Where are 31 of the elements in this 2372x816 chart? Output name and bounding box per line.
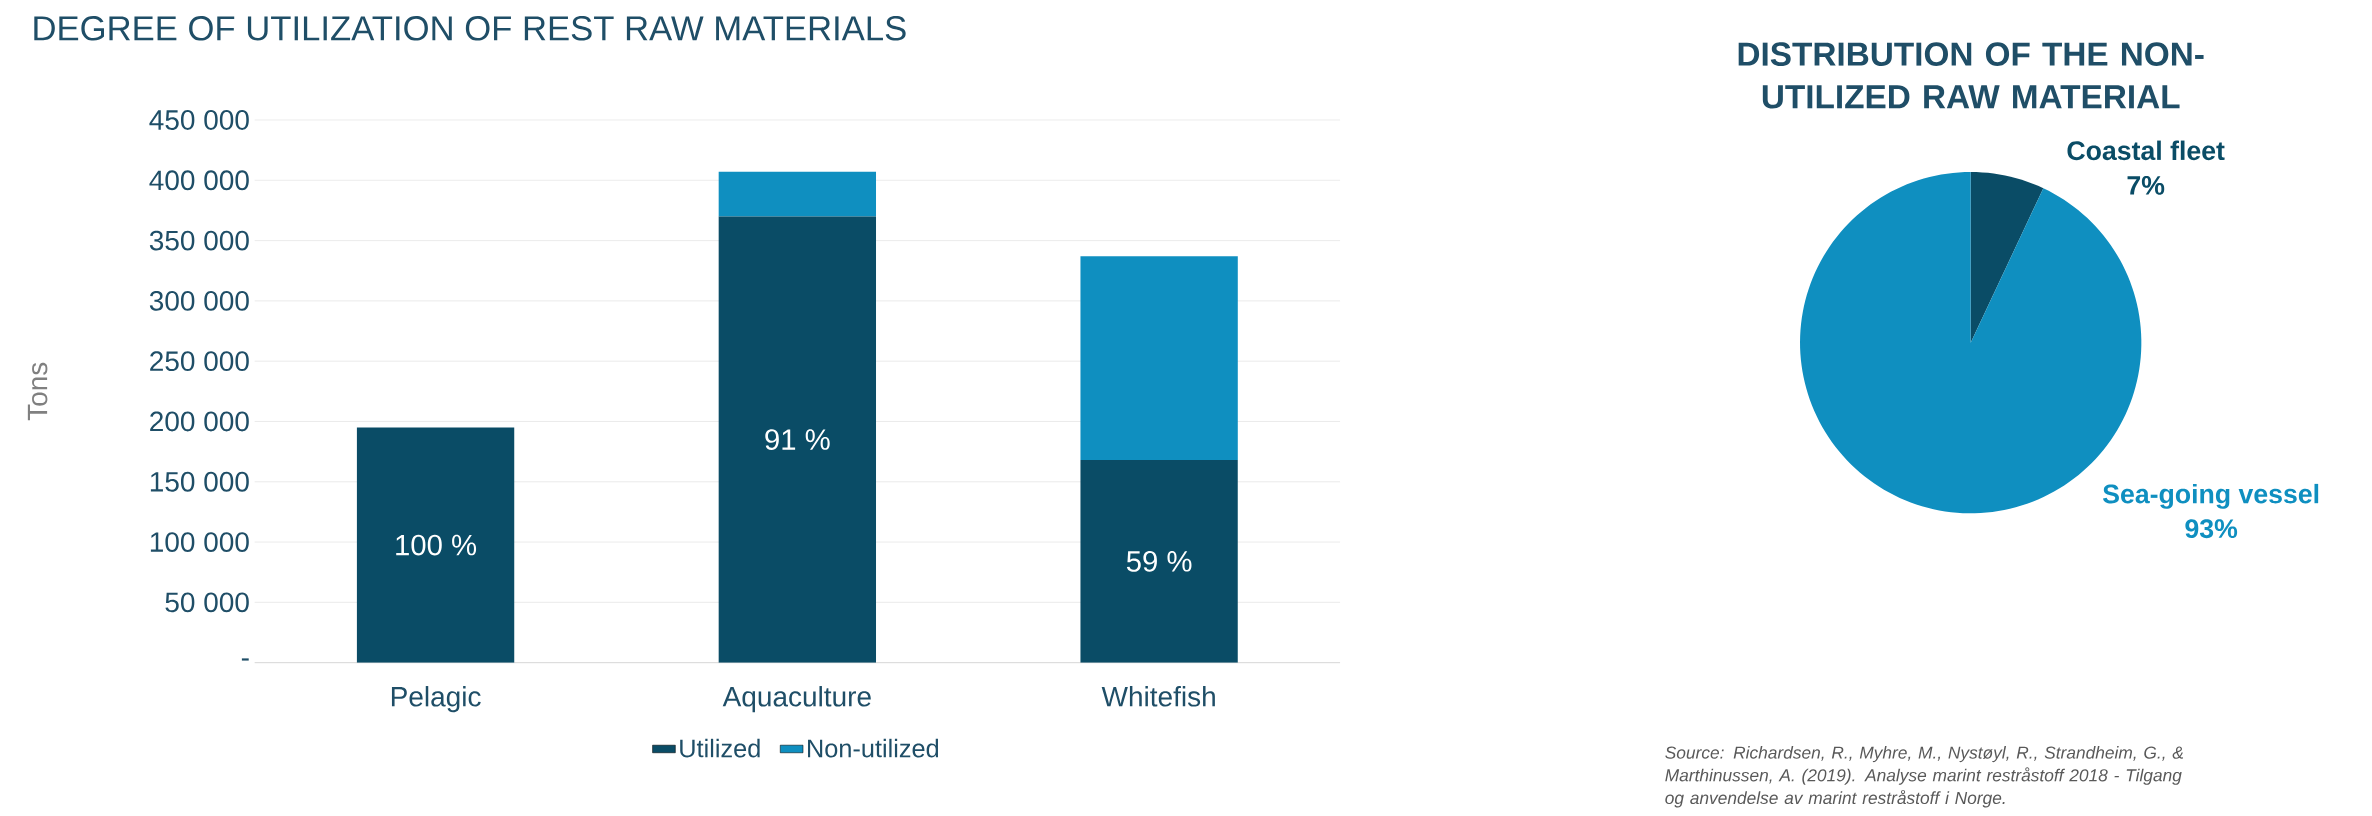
x-tick-label: Whitefish: [1101, 686, 1215, 707]
y-tick-label: 200 000: [150, 411, 249, 432]
legend-label: Utilized: [680, 738, 760, 758]
y-tick-label: -: [241, 658, 249, 661]
y-tick-label: 350 000: [149, 230, 249, 251]
y-tick-label: 400 000: [149, 170, 249, 191]
y-tick-label: 300 000: [149, 290, 249, 311]
data-label: 7%: [2127, 176, 2165, 195]
slice-label: Coastal fleet: [2067, 140, 2225, 161]
data-label: 93%: [2185, 519, 2238, 539]
y-tick-label: 450 000: [149, 110, 249, 130]
annotation: 100 %: [396, 534, 477, 556]
y-tick-label: 100 000: [150, 532, 249, 552]
chart-title: DISTRIBUTION OF THE NON-UTILIZED RAW MATERIAL: [1738, 42, 2204, 109]
bar: [1080, 460, 1238, 663]
y-tick-label: 50 000: [165, 592, 249, 613]
source-note: Source: Richardsen, R., Myhre, M., Nystøyl, R., Strandheim, G., & Marthinussen, A. (2019). Analyse marint restråstoff 2018 - Tilgang og anvendelse av marint restråstoff i Norge.: [1665, 746, 2183, 808]
x-tick-label: Aquaculture: [722, 686, 871, 713]
legend-label: Non-utilized: [808, 738, 939, 758]
annotation: 59 %: [1126, 550, 1192, 572]
y-tick-label: 150 000: [150, 471, 249, 492]
bar: [1080, 256, 1238, 461]
chart-title: DEGREE OF UTILIZATION OF REST RAW MATERIALS: [34, 16, 906, 41]
slice-label: Sea-going vessel: [2102, 483, 2319, 509]
annotation: 91 %: [765, 429, 830, 450]
bar: [718, 171, 877, 217]
y-tick-label: 250 000: [150, 351, 249, 372]
x-tick-label: Pelagic: [391, 686, 481, 713]
bar: [718, 216, 877, 663]
y-axis-title: Tons: [27, 362, 48, 421]
bar: [356, 427, 515, 663]
